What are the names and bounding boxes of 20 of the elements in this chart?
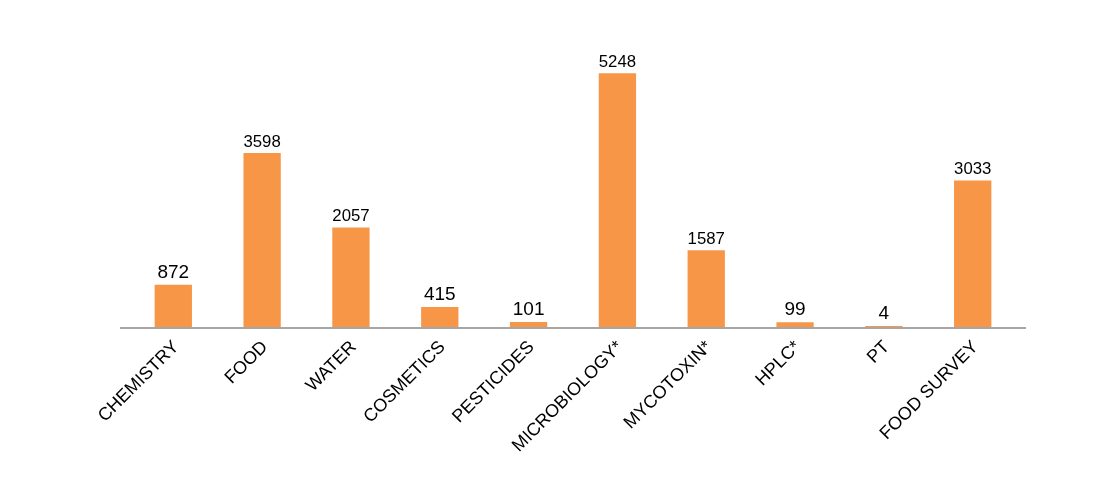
data-label: 99 xyxy=(784,298,806,320)
data-label: 101 xyxy=(512,298,545,320)
data-label: 872 xyxy=(157,260,190,282)
data-label: 1587 xyxy=(687,228,725,248)
bar xyxy=(421,306,459,327)
bar xyxy=(687,250,725,327)
data-label: 4 xyxy=(878,302,890,323)
bar xyxy=(776,322,814,327)
data-label: 415 xyxy=(423,282,456,304)
bar xyxy=(954,180,992,327)
bar xyxy=(332,227,370,327)
x-tick-label: PT xyxy=(862,336,894,367)
bar xyxy=(154,284,192,327)
bar xyxy=(509,322,548,327)
data-label: 5248 xyxy=(598,51,637,71)
bar xyxy=(243,153,281,327)
bar xyxy=(598,73,637,327)
data-label: 3033 xyxy=(954,158,992,178)
data-label: 3598 xyxy=(243,131,281,151)
data-label: 2057 xyxy=(332,206,370,226)
